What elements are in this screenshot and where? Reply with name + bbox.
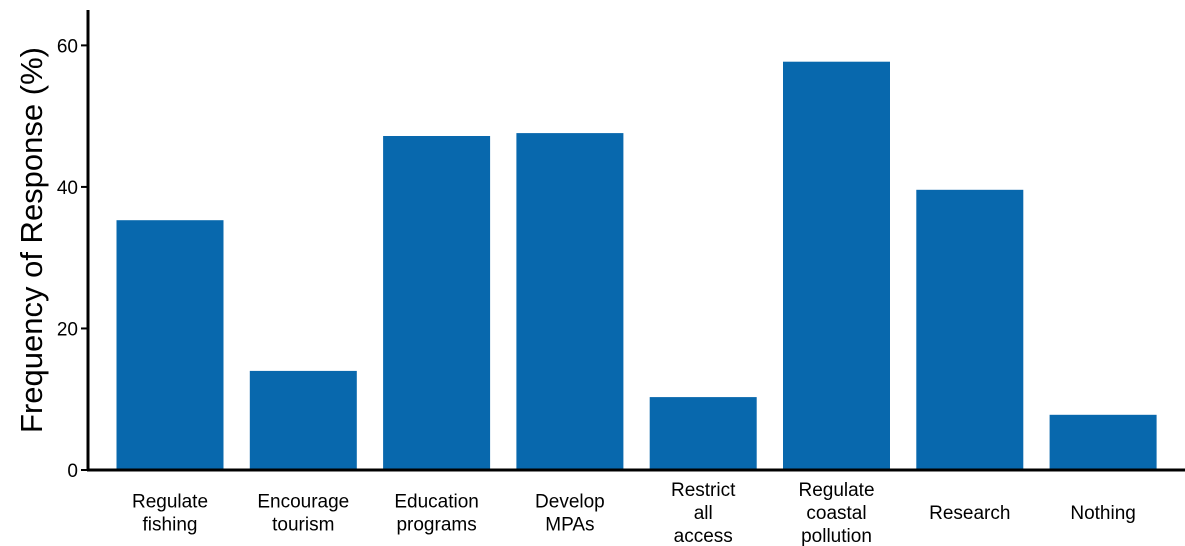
bars-group: [117, 62, 1157, 470]
x-category-label-3: Develop MPAs: [535, 492, 605, 536]
bar-0: [117, 220, 224, 470]
bar-1: [250, 371, 357, 470]
bar-3: [516, 133, 623, 470]
x-axis-category-labels: Regulate fishing Encourage tourism Education…: [132, 480, 1136, 546]
y-tick-label-2: 40: [57, 178, 78, 199]
y-tick-label-1: 20: [57, 319, 78, 340]
x-category-label-1: Encourage tourism: [257, 492, 349, 536]
x-category-label-7: Nothing: [1070, 503, 1136, 524]
x-category-label-2: Education programs: [394, 492, 479, 536]
bar-2: [383, 136, 490, 470]
y-tick-label-0: 0: [67, 461, 78, 482]
bar-7: [1050, 415, 1157, 470]
x-category-label-0: Regulate fishing: [132, 492, 208, 536]
x-category-label-4: Restrict all access: [671, 480, 736, 546]
x-category-label-5: Regulate coastal pollution: [798, 480, 874, 546]
bar-4: [650, 397, 757, 470]
bar-5: [783, 62, 890, 470]
bar-6: [916, 190, 1023, 470]
x-category-label-6: Research: [929, 503, 1010, 524]
y-tick-label-3: 60: [57, 36, 78, 57]
y-axis-ticks: 0 20 40 60: [57, 36, 88, 482]
y-axis-title: Frequency of Response (%): [14, 47, 49, 433]
